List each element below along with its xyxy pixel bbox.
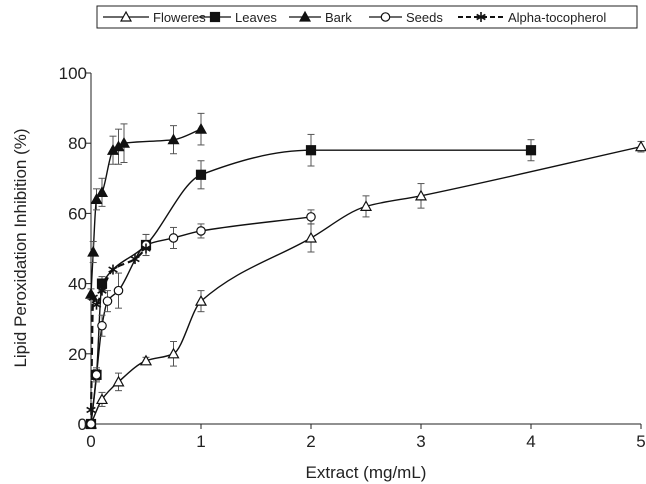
data-point [414, 189, 428, 201]
data-point [194, 122, 208, 134]
legend: Floweres Leaves Bark Seeds Alpha-tocopherol [96, 5, 638, 29]
y-tick-label: 40 [68, 275, 87, 294]
y-tick-label: 100 [59, 64, 87, 83]
data-point [196, 226, 206, 236]
data-point [195, 169, 207, 180]
series-line [90, 149, 531, 425]
legend-item-alpha-tocopherol: Alpha-tocopherol [458, 10, 606, 25]
data-point [168, 233, 179, 243]
legend-label: Floweres [153, 10, 206, 25]
legend-item-seeds: Seeds [369, 10, 443, 25]
y-tick-label: 80 [68, 134, 87, 153]
data-point [634, 140, 646, 152]
data-point [87, 245, 100, 257]
legend-label: Leaves [235, 10, 277, 25]
data-point [194, 294, 208, 306]
data-point [91, 370, 102, 380]
series-floweres [84, 140, 646, 429]
data-point [359, 200, 373, 211]
data-point [86, 419, 96, 429]
data-point [113, 285, 124, 296]
data-point [130, 254, 140, 265]
data-point [97, 285, 107, 296]
legend-item-bark: Bark [289, 10, 352, 25]
series-layer [84, 112, 646, 430]
y-tick-label: 0 [78, 415, 87, 434]
x-axis-title: Extract (mg/mL) [306, 463, 427, 482]
data-point [86, 404, 96, 415]
x-tick-label: 1 [196, 432, 205, 451]
x-tick-label: 0 [86, 432, 95, 451]
y-axis-title: Lipid Peroxidation Inhibition (%) [11, 128, 30, 367]
data-point [525, 145, 537, 156]
series-line [90, 146, 642, 425]
legend-box [96, 5, 638, 29]
y-tick-label: 20 [68, 345, 87, 364]
x-tick-label: 4 [526, 432, 535, 451]
data-point [97, 320, 107, 331]
x-tick-label: 2 [306, 432, 315, 451]
data-point [91, 299, 102, 310]
legend-item-leaves: Leaves [199, 10, 277, 25]
data-point [167, 347, 180, 359]
legend-label: Seeds [406, 10, 443, 25]
legend-marker [476, 12, 486, 22]
y-tick-label: 60 [68, 204, 87, 223]
legend-label: Alpha-tocopherol [508, 10, 606, 25]
x-tick-label: 3 [416, 432, 425, 451]
series-bark [84, 112, 208, 300]
series-seeds [86, 209, 316, 429]
data-point [304, 231, 318, 243]
data-point [141, 243, 151, 254]
series-leaves [85, 133, 537, 430]
legend-item-floweres: Floweres [103, 10, 206, 25]
data-point [112, 375, 125, 387]
series-alpha-tocopherol [86, 243, 151, 415]
data-point [117, 136, 131, 148]
data-point [305, 145, 317, 156]
data-point [90, 193, 103, 204]
data-point [139, 354, 153, 366]
data-point [306, 212, 316, 222]
legend-marker [209, 11, 221, 23]
data-point [108, 264, 118, 275]
legend-marker [119, 10, 133, 22]
series-line [90, 216, 312, 425]
ticks: 0 1 2 3 4 5 0 20 40 60 80 100 [59, 64, 646, 451]
data-point [88, 292, 98, 303]
legend-label: Bark [325, 10, 352, 25]
legend-marker [380, 12, 391, 22]
data-point [95, 393, 109, 405]
data-point [95, 186, 109, 197]
legend-marker [298, 10, 312, 22]
data-point [102, 296, 113, 306]
x-tick-label: 5 [636, 432, 645, 451]
data-point [167, 133, 180, 145]
